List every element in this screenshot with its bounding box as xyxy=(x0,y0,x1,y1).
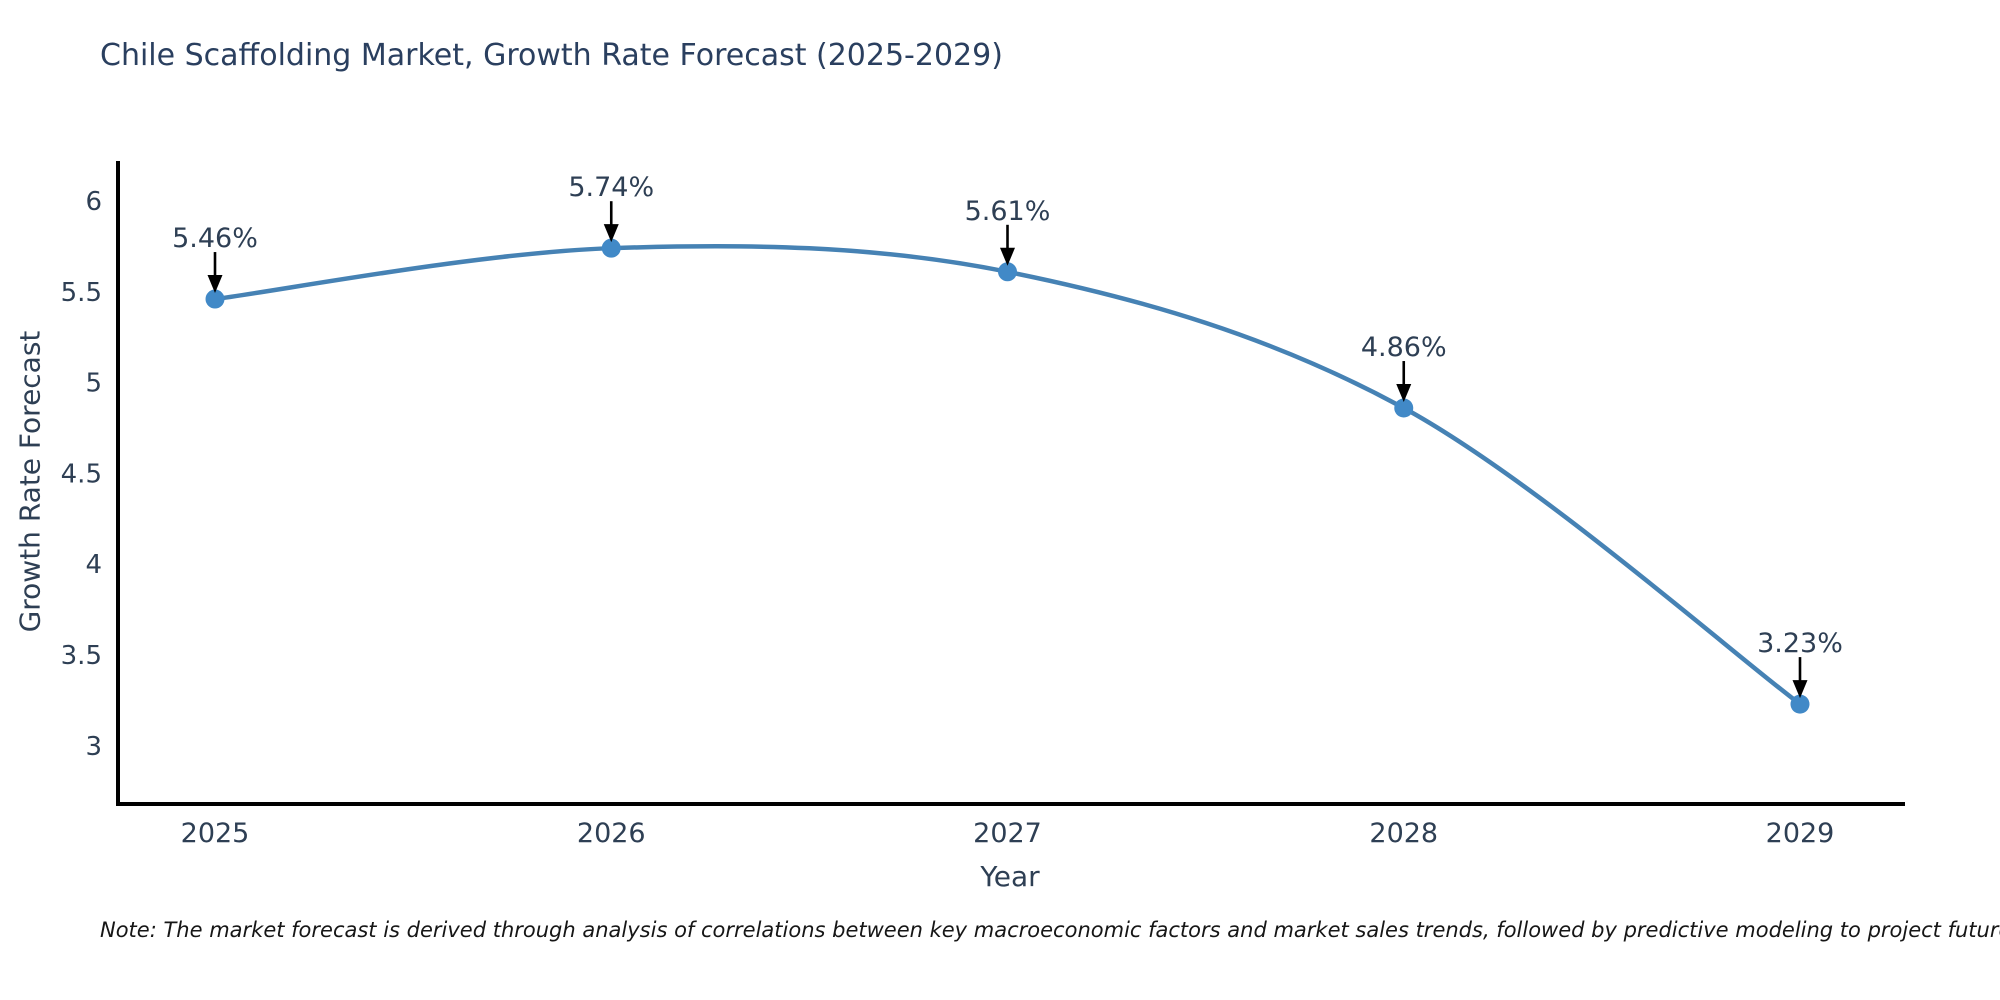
x-tick-label: 2027 xyxy=(973,818,1042,849)
annotation-arrow-head xyxy=(207,275,223,294)
data-point-marker xyxy=(1394,398,1414,418)
data-point-label: 5.46% xyxy=(172,223,258,254)
y-tick-label: 5 xyxy=(85,369,102,399)
y-tick-label: 3 xyxy=(85,732,102,762)
annotation-arrow-head xyxy=(1000,247,1015,266)
x-tick-label: 2026 xyxy=(577,818,646,849)
data-point-label: 5.61% xyxy=(965,196,1051,227)
annotation-arrow-head xyxy=(603,224,619,243)
data-point-marker xyxy=(1790,694,1810,714)
data-point-marker xyxy=(998,262,1017,282)
y-tick-label: 3.5 xyxy=(61,641,102,671)
data-point-label: 3.23% xyxy=(1757,628,1843,659)
y-tick-label: 4 xyxy=(85,550,102,580)
annotation-arrow-head xyxy=(1396,384,1412,403)
data-point-marker xyxy=(205,289,225,309)
x-axis-title: Year xyxy=(980,860,1040,893)
data-point-label: 4.86% xyxy=(1361,332,1447,363)
x-tick-label: 2025 xyxy=(181,818,250,849)
data-point-label: 5.74% xyxy=(568,172,654,203)
data-point-marker xyxy=(601,238,621,258)
forecast-line xyxy=(212,243,1803,707)
annotation-arrow-head xyxy=(1792,680,1808,699)
x-tick-label: 2029 xyxy=(1766,818,1835,849)
footnote: Note: The market forecast is derived thr… xyxy=(100,918,2000,942)
chart-title: Chile Scaffolding Market, Growth Rate Fo… xyxy=(100,38,1003,73)
y-tick-label: 4.5 xyxy=(61,459,102,489)
y-tick-label: 6 xyxy=(85,187,102,217)
y-tick-label: 5.5 xyxy=(61,278,102,308)
x-tick-label: 2028 xyxy=(1369,818,1438,849)
